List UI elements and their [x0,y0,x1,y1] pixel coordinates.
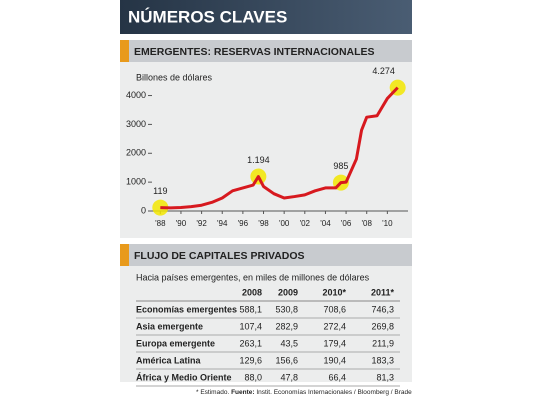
cell: 263,1 [239,338,262,348]
header-bar [120,0,412,34]
row-label: Asia emergente [136,321,203,331]
cell: 47,8 [280,372,298,382]
cell: 272,4 [323,321,346,331]
x-tick-label: '94 [217,219,228,228]
table-bg [120,266,412,382]
row-label: América Latina [136,355,202,365]
x-tick-label: '90 [176,219,187,228]
x-tick-label: '04 [320,219,331,228]
data-label: 4.274 [372,66,395,76]
y-tick-label: 0 [141,205,146,215]
column-header: 2008 [242,287,262,297]
x-tick-label: '88 [155,219,166,228]
footnote-note: * Estimado. [196,389,229,396]
x-tick-label: '00 [279,219,290,228]
row-label: Economías emergentes [136,304,237,314]
cell: 43,5 [280,338,298,348]
row-label: África y Medio Oriente [136,372,232,382]
cell: 81,3 [376,372,394,382]
table-subtitle: Hacia países emergentes, en miles de mil… [136,272,370,282]
data-label: 1.194 [247,155,270,165]
section-title: FLUJO DE CAPITALES PRIVADOS [134,250,305,262]
y-axis-label: Billones de dólares [136,72,213,82]
y-tick-label: 1000 [126,177,146,187]
footnote-source-label: Fuente: [231,389,254,396]
line [160,86,399,210]
data-label: 985 [333,161,348,171]
cell: 156,6 [275,355,298,365]
column-header: 2009 [278,287,298,297]
cell: 746,3 [371,304,394,314]
x-tick-label: '98 [258,219,269,228]
cell: 282,9 [275,321,298,331]
footnote: * Estimado. Fuente: Instit. Economías In… [196,389,422,396]
y-tick-label: 3000 [126,119,146,129]
cell: 530,8 [275,304,298,314]
x-tick-label: '10 [382,219,393,228]
x-tick-label: '96 [238,219,249,228]
cell: 183,3 [371,355,394,365]
cell: 179,4 [323,338,346,348]
cell: 190,4 [323,355,346,365]
cell: 66,4 [328,372,346,382]
x-tick-label: '08 [362,219,373,228]
x-tick-label: '92 [196,219,207,228]
section-accent [120,40,129,62]
x-tick-label: '02 [300,219,311,228]
section-title: EMERGENTES: RESERVAS INTERNACIONALES [134,46,375,58]
section-bar [120,244,412,266]
section-accent [120,244,129,266]
y-tick-label: 2000 [126,148,146,158]
header-title: NÚMEROS CLAVES [128,7,287,26]
cell: 708,6 [323,304,346,314]
column-header: 2011* [371,287,395,297]
column-header: 2010* [322,287,346,297]
cell: 88,0 [244,372,262,382]
cell: 129,6 [239,355,262,365]
cell: 211,9 [372,338,394,348]
cell: 107,4 [239,321,262,331]
row-label: Europa emergente [136,338,215,348]
section-bar [120,40,412,62]
data-label: 119 [153,186,167,196]
cell: 269,8 [371,321,394,331]
y-tick-label: 4000 [126,90,146,100]
footnote-source: Instit. Economías Internacionales / Bloo… [256,389,422,396]
cell: 588,1 [239,304,262,314]
x-tick-label: '06 [341,219,352,228]
